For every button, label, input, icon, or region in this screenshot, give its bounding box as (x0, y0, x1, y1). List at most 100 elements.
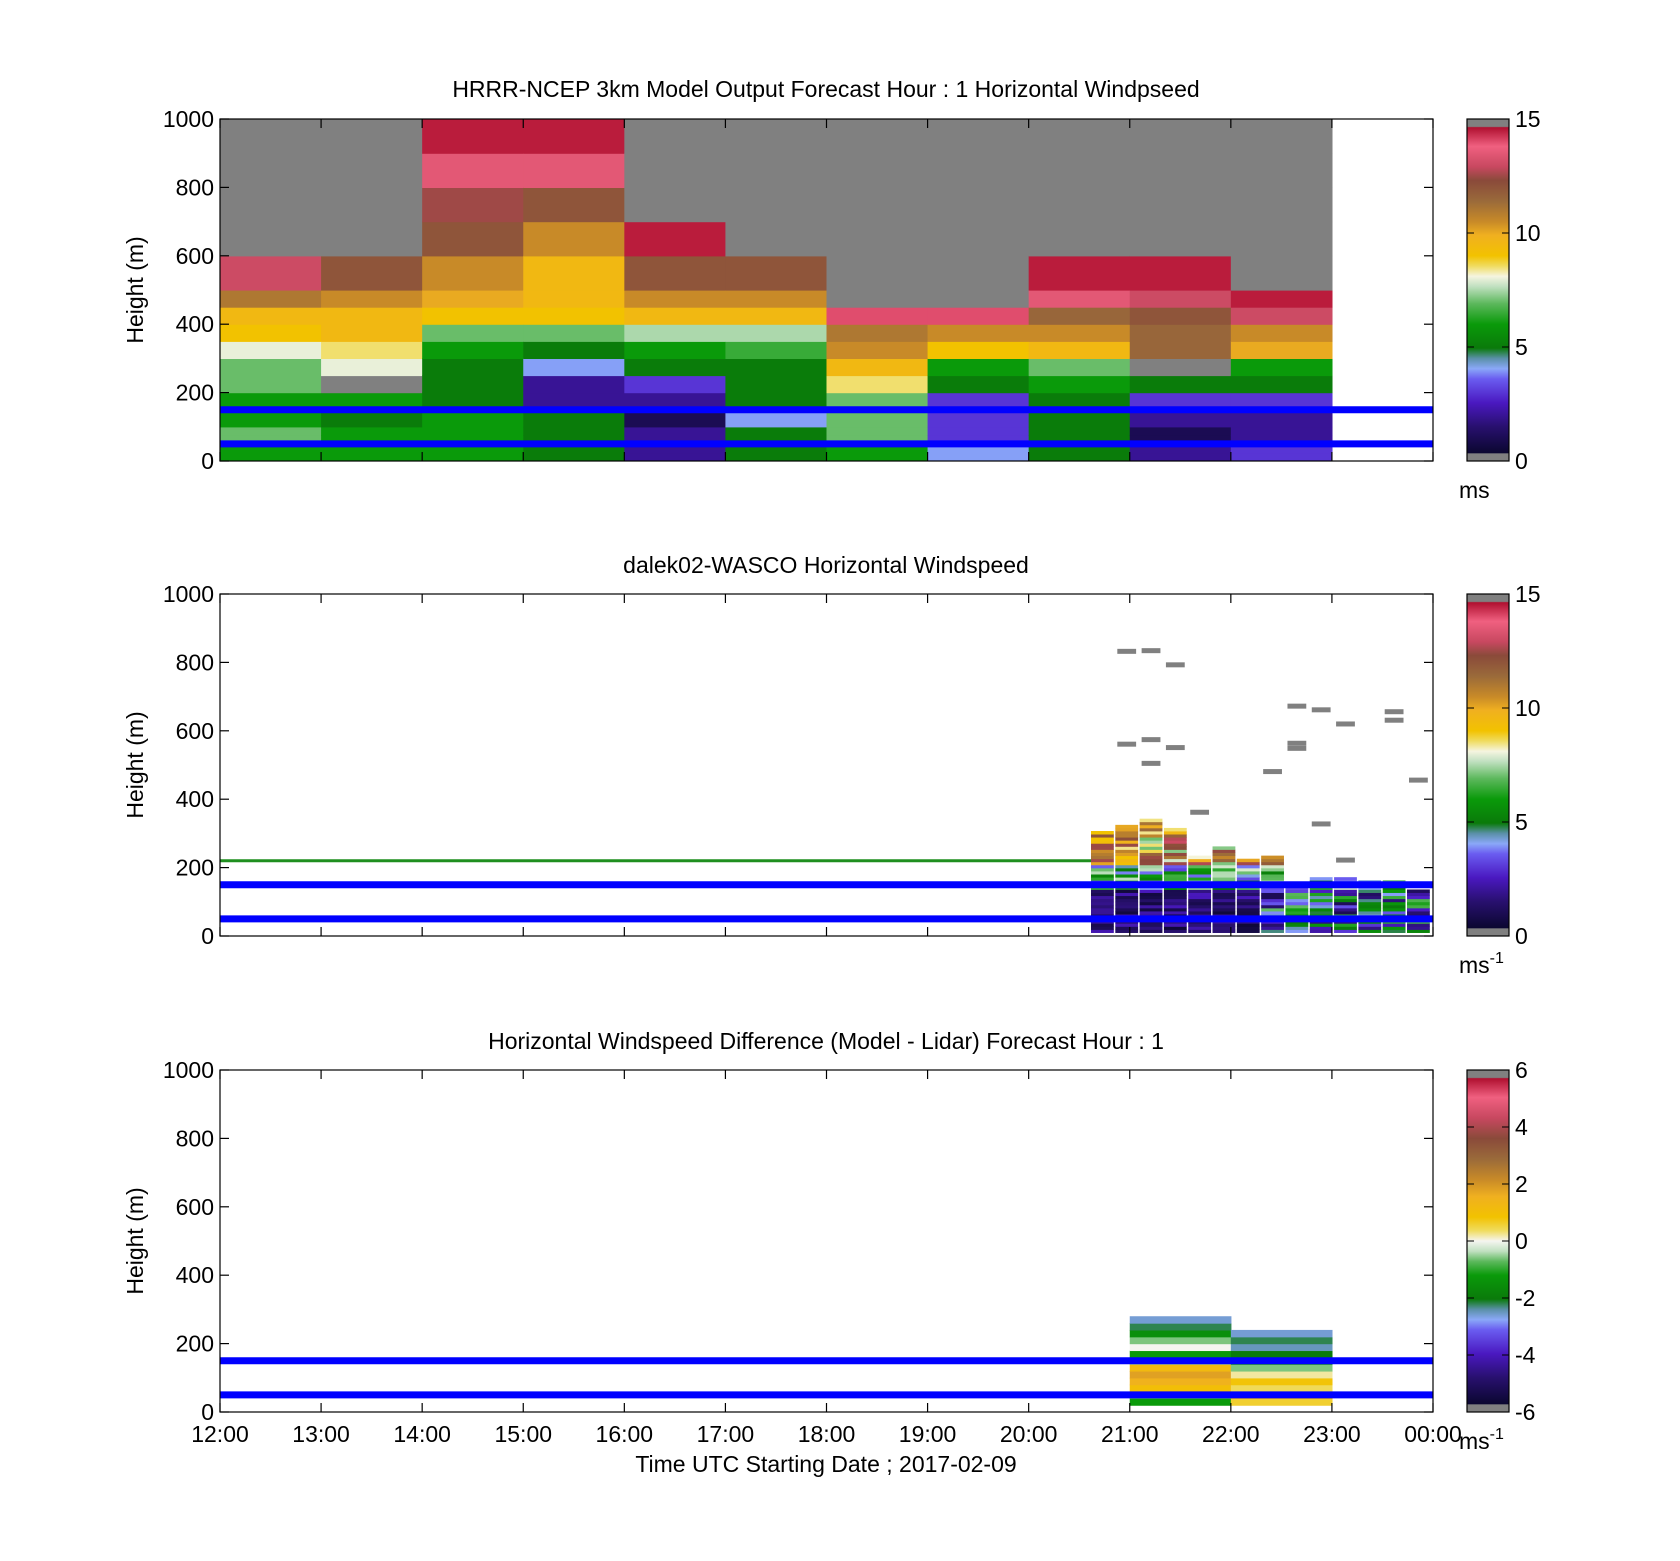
lidar-cell (1285, 892, 1309, 897)
model-cell (422, 221, 524, 257)
lidar-cell (1188, 889, 1212, 893)
lidar-cell (1236, 889, 1260, 893)
model-cell (927, 255, 1030, 291)
difference-cell (1129, 1398, 1232, 1406)
lidar-cell (1407, 889, 1430, 893)
lidar-outlier-cell (1141, 648, 1161, 654)
model-cell (220, 375, 322, 394)
lidar-cell (1261, 864, 1284, 869)
lidar-cell (1091, 831, 1114, 835)
lidar-cell (1334, 895, 1357, 900)
lidar-cell (1212, 864, 1236, 869)
lidar-cell (1236, 904, 1260, 909)
model-cell (1129, 452, 1232, 461)
model-cell (725, 290, 828, 308)
model-cell (1230, 290, 1333, 308)
lidar-cell (1139, 831, 1163, 835)
model-cell (927, 221, 1030, 257)
y-tick-label: 400 (176, 311, 214, 337)
model-cell (321, 119, 423, 154)
model-cell (624, 290, 727, 308)
model-cell (220, 341, 322, 359)
lidar-cell (1212, 907, 1236, 912)
lidar-cell (1212, 895, 1236, 900)
model-cell (624, 358, 727, 377)
lidar-cell (1115, 861, 1139, 866)
model-cell (826, 324, 929, 342)
lidar-cell (1407, 911, 1430, 915)
lidar-cell (1358, 904, 1382, 909)
lidar-cell (1212, 871, 1236, 875)
difference-cell (1129, 1329, 1232, 1338)
lidar-cell (1091, 846, 1114, 850)
model-cell (725, 409, 828, 428)
difference-cell (1230, 1336, 1333, 1345)
difference-cell (1230, 1350, 1333, 1358)
lidar-cell (1163, 898, 1187, 903)
y-tick-label: 600 (176, 718, 214, 744)
model-cell (1230, 409, 1333, 428)
lidar-cell (1091, 874, 1114, 878)
model-cell (1230, 324, 1333, 342)
model-cell (523, 452, 625, 461)
lidar-outlier-cell (1409, 777, 1428, 783)
lidar-cell (1091, 867, 1114, 872)
lidar-cell (1309, 889, 1333, 893)
lidar-cell (1407, 892, 1430, 897)
model-cell (1230, 426, 1333, 436)
model-cell (220, 452, 322, 461)
model-cell (1028, 409, 1131, 428)
model-cell (927, 452, 1030, 461)
lidar-outlier-cell (1141, 737, 1161, 743)
lidar-cell (1309, 898, 1333, 903)
lidar-cell (1334, 907, 1357, 912)
lidar-cell (1212, 855, 1236, 860)
lidar-cell (1163, 907, 1187, 912)
lidar-cell (1163, 926, 1187, 930)
lidar-cell (1309, 929, 1333, 933)
model-cell (624, 443, 727, 454)
lidar-cell (1091, 855, 1114, 860)
lidar-cell (1188, 867, 1212, 872)
lidar-cell (1285, 923, 1309, 927)
model-cell (826, 443, 929, 454)
lidar-cell (1236, 877, 1260, 881)
model-cell (927, 392, 1030, 411)
lidar-cell (1382, 929, 1406, 933)
difference-cell (1129, 1370, 1232, 1379)
x-tick-label: 15:00 (494, 1421, 552, 1447)
model-cell (826, 221, 929, 257)
colorbar-unit-superscript: -1 (1490, 1426, 1504, 1443)
lidar-cell (1163, 858, 1187, 863)
colorbar-tick-label: 5 (1515, 809, 1528, 835)
model-cell (523, 392, 625, 411)
lidar-cell (1163, 904, 1187, 909)
panel-difference: Horizontal Windspeed Difference (Model -… (122, 1028, 1536, 1477)
lidar-cell (1188, 861, 1212, 866)
colorbar-unit-label: ms (1459, 477, 1490, 503)
lidar-cell (1261, 861, 1284, 866)
lidar-cell (1236, 874, 1260, 878)
lidar-cell (1188, 892, 1212, 897)
x-tick-label: 00:00 (1404, 1421, 1462, 1447)
lidar-outlier-cell (1336, 721, 1355, 727)
lidar-cell (1236, 907, 1260, 912)
model-cell (1129, 435, 1232, 445)
lidar-cell (1091, 929, 1114, 933)
lidar-cell (1212, 849, 1236, 853)
model-cell (1230, 221, 1333, 257)
lidar-cell (1115, 874, 1139, 878)
model-cell (1230, 255, 1333, 291)
lidar-cell (1285, 929, 1309, 933)
lidar-cell (1309, 877, 1333, 881)
lidar-cell (1139, 907, 1163, 912)
model-cell (927, 307, 1030, 325)
model-cell (927, 341, 1030, 359)
x-tick-label: 22:00 (1202, 1421, 1260, 1447)
lidar-cell (1261, 904, 1284, 909)
lidar-cell (1115, 877, 1139, 881)
model-cell (826, 187, 929, 223)
lidar-cell (1309, 926, 1333, 930)
lidar-cell (1139, 852, 1163, 857)
model-cell (624, 409, 727, 428)
